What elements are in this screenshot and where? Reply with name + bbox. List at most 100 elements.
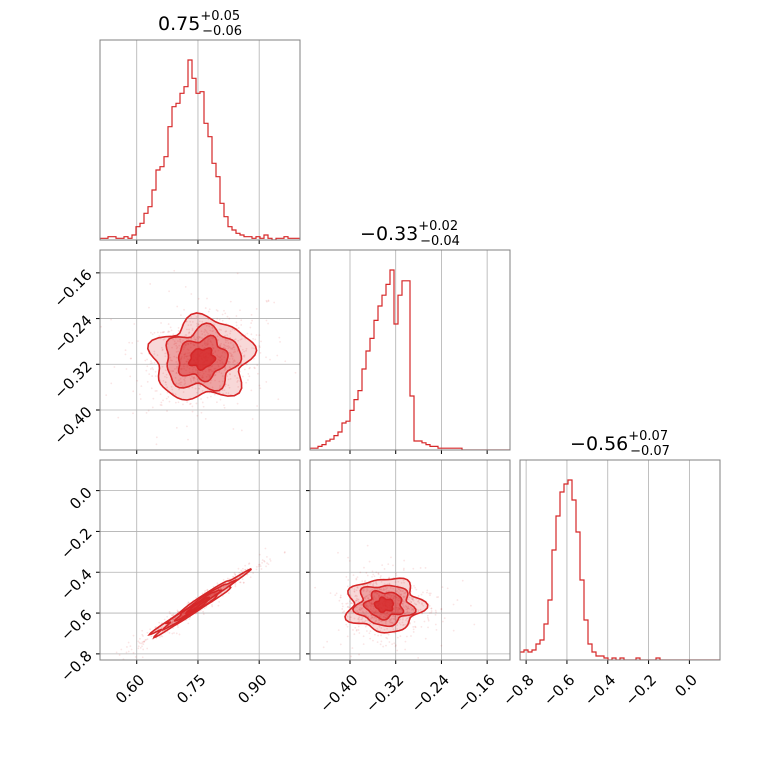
scatter-point (374, 610, 377, 613)
scatter-point (409, 622, 411, 624)
scatter-panel-0-1: −0.40−0.32−0.24−0.16 (50, 249, 301, 454)
scatter-point (385, 614, 388, 617)
scatter-point (361, 618, 364, 620)
scatter-point (362, 590, 365, 593)
scatter-point (357, 617, 360, 620)
scatter-point (245, 381, 248, 384)
scatter-point (401, 618, 404, 621)
scatter-point (191, 405, 194, 408)
scatter-point (394, 595, 397, 598)
scatter-point (239, 309, 241, 312)
scatter-point (237, 385, 240, 388)
scatter-point (176, 363, 179, 365)
scatter-point (358, 632, 361, 634)
scatter-point (374, 616, 377, 619)
scatter-point (193, 344, 196, 347)
scatter-point (149, 628, 152, 631)
scatter-point (261, 559, 264, 561)
scatter-point (214, 351, 217, 354)
scatter-point (169, 326, 172, 329)
tick-label-y: −0.6 (57, 606, 95, 644)
scatter-point (228, 346, 231, 349)
scatter-point (192, 343, 195, 346)
scatter-point (358, 618, 361, 621)
scatter-point (255, 565, 258, 568)
scatter-point (189, 402, 192, 405)
scatter-point (370, 605, 372, 608)
scatter-point (363, 621, 366, 623)
scatter-point (269, 559, 272, 562)
scatter-point (358, 616, 361, 619)
tick-label-y: −0.2 (57, 524, 95, 562)
scatter-point (218, 600, 221, 603)
scatter-point (241, 570, 244, 573)
scatter-point (191, 327, 194, 330)
scatter-point (181, 367, 183, 370)
scatter-point (380, 580, 383, 583)
scatter-point (228, 358, 231, 360)
scatter-point (206, 331, 208, 334)
scatter-point (302, 539, 304, 541)
scatter-point (226, 315, 229, 318)
scatter-point (393, 611, 396, 614)
scatter-point (176, 610, 179, 613)
scatter-point (167, 331, 169, 334)
scatter-point (211, 593, 214, 596)
scatter-point (183, 353, 186, 356)
scatter-point (180, 314, 182, 317)
scatter-point (401, 602, 404, 605)
scatter-point (128, 341, 131, 344)
scatter-point (339, 643, 342, 646)
scatter-point (223, 406, 226, 409)
scatter-point (140, 352, 143, 355)
scatter-point (144, 359, 147, 362)
scatter-point (174, 401, 177, 404)
scatter-point (229, 352, 232, 355)
scatter-point (148, 306, 150, 309)
scatter-point (186, 603, 189, 605)
scatter-point (204, 334, 206, 336)
scatter-point (186, 358, 189, 361)
scatter-point (398, 593, 401, 595)
scatter-point (127, 650, 130, 653)
scatter-point (217, 363, 219, 366)
scatter-point (415, 588, 418, 591)
scatter-point (224, 338, 227, 341)
scatter-point (149, 368, 152, 370)
scatter-point (225, 352, 228, 355)
scatter-point (373, 616, 376, 619)
scatter-point (211, 346, 214, 349)
scatter-point (384, 622, 387, 625)
scatter-point (397, 608, 399, 611)
scatter-point (240, 569, 243, 572)
scatter-point (399, 589, 402, 592)
scatter-point (249, 576, 252, 579)
scatter-point (399, 607, 402, 610)
scatter-point (390, 595, 393, 597)
scatter-point (400, 593, 403, 596)
scatter-point (346, 615, 349, 618)
scatter-point (208, 370, 211, 373)
scatter-point (182, 391, 185, 393)
scatter-point (216, 310, 219, 312)
scatter-point (223, 369, 226, 371)
scatter-point (376, 641, 379, 644)
scatter-point (363, 566, 365, 569)
scatter-point (195, 402, 198, 405)
scatter-point (420, 593, 423, 596)
tick-label-y: −0.16 (50, 266, 95, 311)
scatter-point (392, 597, 395, 600)
scatter-point (337, 551, 339, 554)
panel-title-0: 0.75+0.05 −0.06 (158, 9, 242, 39)
scatter-point (382, 616, 385, 618)
scatter-point (370, 602, 373, 605)
scatter-point (388, 593, 391, 596)
scatter-point (357, 625, 360, 628)
tick-label-y: −0.4 (57, 565, 95, 603)
scatter-point (395, 644, 397, 647)
scatter-point (156, 331, 159, 334)
scatter-point (179, 381, 182, 384)
scatter-point (208, 368, 211, 371)
scatter-point (377, 595, 380, 598)
histogram-panel-1: −0.33+0.02 −0.04 (309, 219, 511, 454)
